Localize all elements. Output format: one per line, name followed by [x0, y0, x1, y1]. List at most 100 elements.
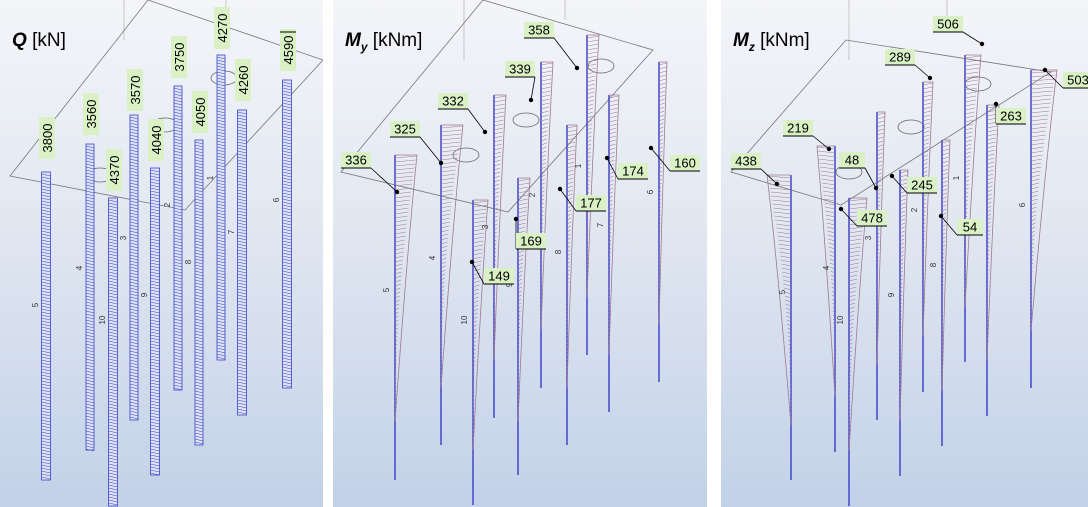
hatching: [129, 116, 139, 420]
label-background: [390, 121, 420, 137]
callout: 48: [839, 152, 879, 191]
label-background: [83, 93, 99, 135]
panel-title: My [kNm]: [345, 30, 423, 54]
moment-value: 263: [1000, 109, 1022, 124]
hatching: [767, 175, 792, 423]
pile-id: 8: [929, 262, 938, 267]
hatching: [440, 125, 463, 385]
leader-line: [471, 261, 485, 285]
hatching: [941, 140, 950, 388]
moment-curve: [493, 94, 507, 360]
axial-force-value: 4050: [193, 98, 208, 127]
leader-line: [760, 168, 778, 185]
moment-curve: [922, 81, 934, 337]
callout: 503: [1042, 67, 1088, 89]
label-background: [670, 155, 700, 171]
force-bar: [150, 167, 160, 476]
force-bar: [216, 54, 226, 361]
hatching: [41, 173, 51, 480]
pile-id: 1: [206, 175, 215, 180]
callout: 245: [889, 173, 937, 194]
axial-force-value: 3570: [128, 76, 143, 105]
force-bar: [237, 109, 247, 416]
pile-3: 3: [864, 111, 886, 420]
leader-line: [370, 167, 398, 193]
leader-dot: [927, 75, 933, 81]
leader-dot: [938, 213, 944, 219]
pile-id: 7: [227, 229, 236, 234]
axial-force-value: 4370: [107, 156, 122, 185]
pile-8: 8: [554, 124, 578, 445]
moment-curve: [766, 174, 792, 426]
moment-curve: [964, 54, 982, 307]
pile-id: 10: [460, 315, 469, 324]
axial-force-value: 4270: [215, 14, 230, 43]
callout: 289: [885, 49, 933, 81]
moment-curve: [816, 145, 836, 397]
cap-opening: [452, 147, 480, 163]
pile-7: 7: [974, 104, 1000, 416]
callout: 174: [604, 155, 648, 180]
label-background: [280, 29, 296, 71]
hatching: [817, 146, 836, 394]
pile-id: 4: [822, 265, 831, 270]
pile-8: 4050 8: [184, 91, 208, 446]
pile-id: 2: [163, 202, 172, 207]
hatching: [986, 105, 999, 357]
pile-4: 4: [816, 145, 836, 452]
moment-value: 336: [345, 153, 367, 168]
pile-id: 10: [836, 315, 845, 324]
leader-dot: [889, 173, 895, 179]
leader-dot: [513, 216, 519, 222]
pile-10: 10: [836, 197, 868, 506]
pile-6: 6: [646, 61, 668, 382]
leader-line: [891, 175, 908, 194]
leader-line: [467, 108, 486, 133]
pile-id: 3: [119, 235, 128, 240]
moment-value: 48: [845, 153, 859, 168]
leader-line: [650, 147, 671, 172]
label-background: [524, 22, 554, 38]
hatching: [194, 141, 204, 445]
pile-id: 6: [646, 189, 655, 194]
label-background: [341, 152, 371, 168]
pile-9: 4040 9: [140, 119, 164, 476]
leader-line: [606, 157, 619, 180]
pile-id: 2: [528, 192, 537, 197]
moment-value: 506: [937, 17, 959, 32]
moment-curve: [517, 177, 531, 422]
moment-value: 169: [520, 234, 542, 249]
label-background: [505, 61, 535, 77]
moment-curve: [941, 139, 951, 391]
pile-id: 2: [910, 207, 919, 212]
moment-curve: [394, 154, 418, 422]
pile-id: 1: [574, 163, 583, 168]
pile-5: 5: [382, 154, 418, 480]
leader-dot: [394, 189, 400, 195]
pile-id: 1: [952, 175, 961, 180]
pile-7: 7: [596, 94, 620, 412]
hatching: [472, 200, 488, 448]
pile-9: 9: [887, 169, 909, 476]
moment-curve: [472, 199, 489, 451]
label-background: [996, 108, 1026, 124]
hatching: [108, 199, 118, 506]
pile-id: 7: [596, 222, 605, 227]
pile-id: 4: [75, 265, 84, 270]
axial-force-value: 3560: [84, 100, 99, 129]
hatching: [899, 170, 908, 418]
pile-4: 4: [428, 124, 464, 445]
pile-6: 6: [1018, 69, 1058, 388]
pile-cap-outline: [730, 39, 1053, 206]
moment-value: 438: [735, 154, 757, 169]
axial-force-value: 4260: [236, 66, 251, 95]
hatching: [173, 87, 183, 391]
pile-10: 10: [460, 199, 489, 505]
axial-force-value: 4040: [149, 126, 164, 155]
cap-opening: [512, 112, 540, 128]
hatching: [85, 145, 95, 452]
pile-2: 2: [910, 81, 934, 392]
label-background: [576, 195, 606, 211]
moment-z-diagram: 541039281764382194847828924554506263503: [730, 0, 1088, 506]
leader-line: [840, 208, 858, 227]
